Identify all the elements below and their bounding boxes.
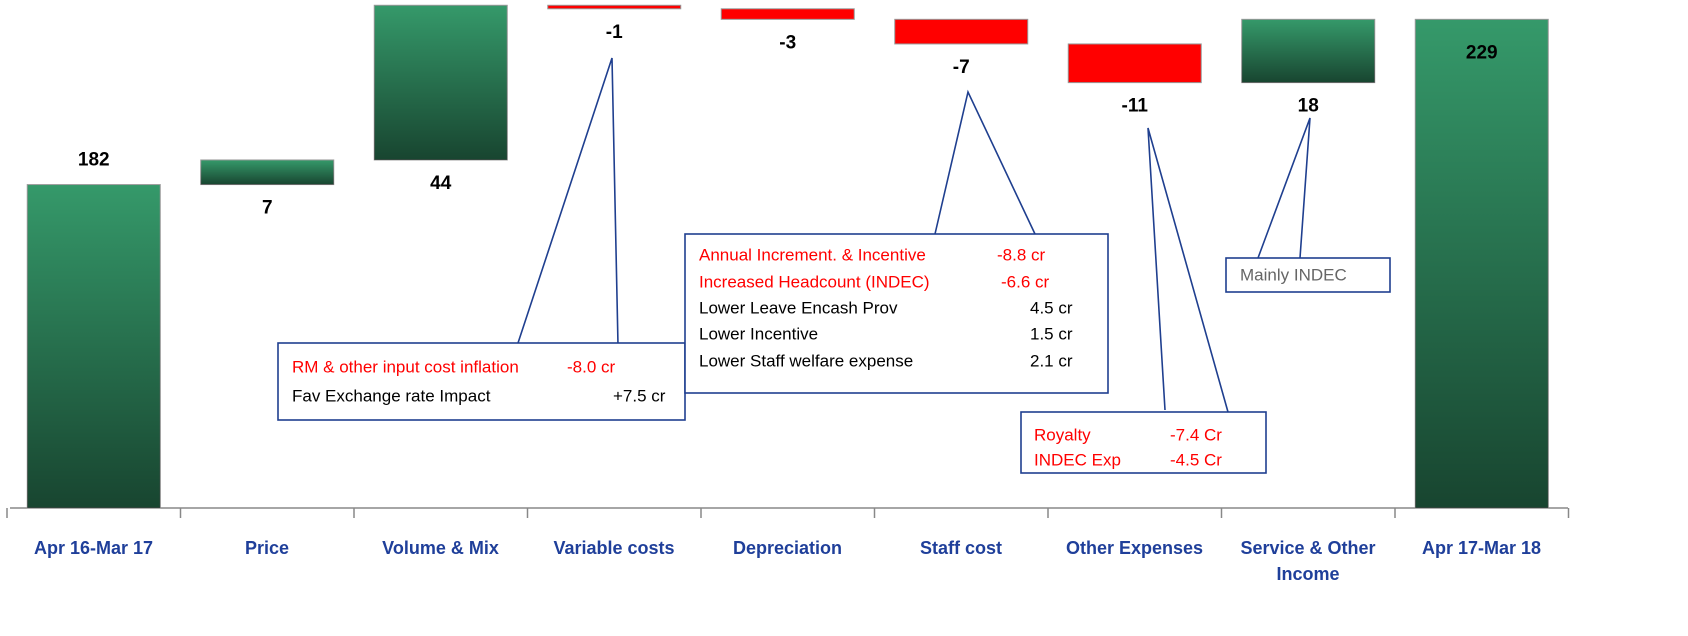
annotation-amount: -4.5 Cr [1170,450,1222,469]
bar [894,18,1029,45]
annotation-label: RM & other input cost inflation [292,357,519,376]
data-label: 18 [1298,96,1319,117]
data-label: 182 [78,150,110,171]
x-tick-label: Other Expenses [1065,538,1204,558]
annotation-amount: +7.5 cr [613,386,666,405]
annotation-amount: -8.8 cr [997,245,1046,264]
bar-shade [1241,19,1375,83]
annotation-amount: -6.6 cr [1001,272,1050,291]
annotation-amount: 1.5 cr [1030,324,1073,343]
bar-shade [1415,19,1549,509]
annotation-amount: 4.5 cr [1030,298,1073,317]
bar [720,8,855,20]
x-tick-label: Depreciation [732,538,843,558]
annotation-box: RM & other input cost inflation -8.0 cr Fa… [277,342,686,421]
annotation-label: Royalty [1034,425,1091,444]
data-label: -11 [1122,96,1149,117]
x-tick-label: Apr 17-Mar 18 [1421,538,1542,558]
annotation-label: Increased Headcount (INDEC) [699,272,930,291]
annotation-label: INDEC Exp [1034,450,1121,469]
data-label: -7 [953,57,970,78]
bar [547,4,682,10]
annotation-frame [1225,257,1391,293]
annotation-frame [277,342,686,421]
x-tick-label: Service & Other Income [1240,538,1376,584]
leader-line [934,89,1036,235]
bar-shade [27,184,161,508]
x-tick-label: Volume & Mix [382,538,499,558]
annotation-box: Mainly INDEC [1225,257,1391,293]
annotation-box: Royalty -7.4 Cr INDEC Exp -4.5 Cr [1020,411,1267,474]
x-tick-label: Staff cost [919,538,1002,558]
annotation-amount: 2.1 cr [1030,351,1073,370]
data-label: 229 [1466,42,1498,63]
annotation-amount: -8.0 cr [567,357,616,376]
data-label: 44 [430,173,452,194]
leader-line [1147,127,1229,413]
x-tick-label: Apr 16-Mar 17 [33,538,154,558]
annotation-label: Fav Exchange rate Impact [292,386,491,405]
data-label: -3 [779,32,796,53]
data-label: 7 [262,198,273,219]
annotation-label: Mainly INDEC [1240,265,1347,284]
leader-line [517,57,685,346]
annotation-label: Annual Increment. & Incentive [699,245,926,264]
annotation-frame [1020,411,1267,474]
bar-shade [200,159,334,185]
leader-line [1257,117,1311,259]
x-tick-label: Price [244,538,290,558]
annotation-label: Lower Incentive [699,324,818,343]
bar [1067,43,1202,84]
annotation-label: Lower Staff welfare expense [699,351,913,370]
data-label: -1 [606,22,623,43]
annotation-amount: -7.4 Cr [1170,425,1222,444]
x-tick-label: Variable costs [553,538,675,558]
annotation-box: Annual Increment. & Incentive -8.8 cr Incr… [684,233,1109,394]
annotation-frame [684,233,1109,394]
bar-shade [374,5,508,160]
annotation-label: Lower Leave Encash Prov [699,298,898,317]
